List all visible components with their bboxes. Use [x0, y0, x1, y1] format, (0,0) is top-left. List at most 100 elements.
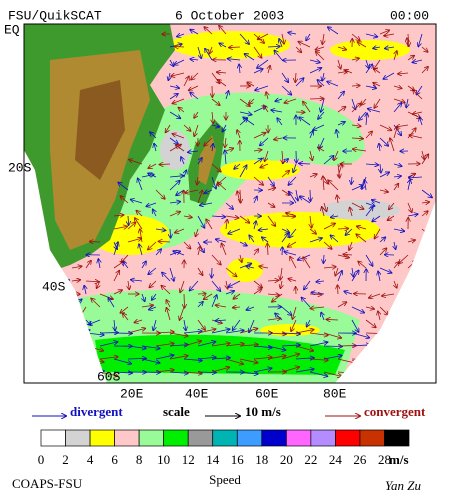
wind-arrow: [310, 215, 312, 228]
wind-arrow: [247, 82, 255, 87]
wind-arrow: [141, 358, 160, 363]
wind-arrow: [141, 346, 160, 349]
wind-arrow: [239, 358, 258, 363]
wind-arrow: [328, 180, 339, 191]
wind-arrow: [292, 306, 297, 319]
wind-arrow: [378, 271, 380, 282]
wind-arrow: [134, 320, 143, 323]
wind-arrow: [373, 83, 381, 86]
wind-arrow: [233, 307, 241, 308]
wind-arrow: [212, 111, 213, 123]
wind-arrow: [393, 86, 402, 88]
wind-arrow: [57, 345, 76, 349]
wind-arrow: [190, 93, 199, 100]
wind-arrow: [351, 58, 359, 60]
wind-arrow: [183, 331, 202, 333]
wind-arrow: [239, 345, 258, 346]
wind-arrow: [284, 98, 297, 103]
wind-arrow: [407, 240, 415, 242]
wind-arrow: [113, 271, 119, 282]
wind-arrow: [295, 345, 313, 351]
wind-arrow: [211, 367, 229, 373]
colorbar-tick: 14: [206, 452, 220, 467]
wind-arrow: [253, 289, 261, 295]
wind-arrow: [390, 138, 395, 152]
wind-arrow: [171, 72, 185, 76]
wind-arrow: [358, 42, 367, 48]
wind-arrow: [239, 372, 258, 374]
wind-arrow: [393, 98, 405, 102]
colorbar-box: [335, 429, 361, 447]
wind-arrow: [183, 124, 191, 131]
wind-arrow: [267, 294, 279, 295]
wind-arrow: [310, 150, 312, 160]
wind-arrow: [249, 98, 255, 104]
wind-arrow: [321, 312, 324, 321]
wind-arrow: [197, 267, 203, 275]
wind-arrow: [234, 163, 241, 169]
wind-arrow: [309, 371, 327, 376]
wind-arrow: [225, 202, 233, 209]
wind-arrow: [337, 271, 342, 282]
divergent-label: divergent: [70, 404, 123, 419]
wind-arrow: [43, 346, 62, 348]
wind-arrow: [200, 203, 213, 205]
wind-arrow: [351, 202, 364, 209]
wind-arrow: [218, 80, 227, 87]
wind-arrow: [191, 72, 199, 80]
wind-arrow: [409, 177, 423, 178]
wind-arrow: [351, 138, 363, 139]
colorbar-box: [187, 429, 214, 447]
wind-arrow: [184, 170, 186, 178]
wind-arrow: [322, 33, 324, 44]
wind-arrow: [281, 345, 300, 346]
wind-arrow: [253, 176, 263, 185]
wind-arrow: [244, 54, 255, 61]
wind-arrow: [351, 33, 360, 40]
wind-arrow: [172, 98, 185, 104]
scale-label: scale: [163, 404, 190, 419]
wind-arrow: [180, 280, 185, 292]
colorbar-box: [138, 429, 165, 447]
wind-arrow: [383, 72, 395, 79]
wind-arrow: [211, 176, 216, 189]
wind-arrow: [337, 107, 346, 113]
wind-arrow: [204, 190, 213, 193]
wind-arrow: [142, 293, 145, 301]
lat-label: 20S: [8, 160, 32, 175]
wind-arrow: [152, 293, 157, 300]
wind-arrow: [379, 355, 398, 360]
wind-arrow: [421, 247, 430, 256]
wind-arrow: [326, 319, 339, 320]
wind-arrow: [300, 196, 311, 204]
wind-arrow: [184, 293, 185, 308]
colorbar: 0 2 4 6 8 10 12 14 16 18 20 22 24 26 28m/s: [38, 429, 410, 467]
wind-arrow: [358, 261, 367, 269]
wind-arrow: [114, 319, 115, 330]
wind-arrow: [131, 199, 143, 204]
wind-arrow: [378, 311, 380, 321]
wind-arrow: [190, 30, 199, 35]
wind-arrow: [379, 332, 398, 337]
wind-arrow: [197, 302, 203, 308]
wind-arrow: [299, 163, 311, 164]
wind-arrow: [253, 46, 262, 58]
wind-arrow: [357, 226, 367, 229]
colorbar-box: [114, 429, 140, 447]
wind-arrow: [365, 34, 377, 37]
wind-arrow: [379, 30, 389, 35]
wind-arrow: [351, 306, 364, 313]
wind-arrow: [219, 26, 227, 35]
colorbar-tick: 8: [136, 452, 143, 467]
wind-arrow: [148, 267, 157, 274]
wind-arrow: [421, 67, 428, 74]
wind-arrow: [149, 307, 157, 310]
wind-arrow: [281, 85, 291, 95]
wind-arrow: [364, 180, 366, 191]
wind-arrow: [281, 367, 299, 373]
wind-arrow: [309, 359, 328, 360]
wind-arrow: [352, 267, 353, 277]
colorbar-tick: 16: [231, 452, 245, 467]
wind-arrow: [204, 137, 213, 146]
wind-arrow: [197, 158, 202, 165]
